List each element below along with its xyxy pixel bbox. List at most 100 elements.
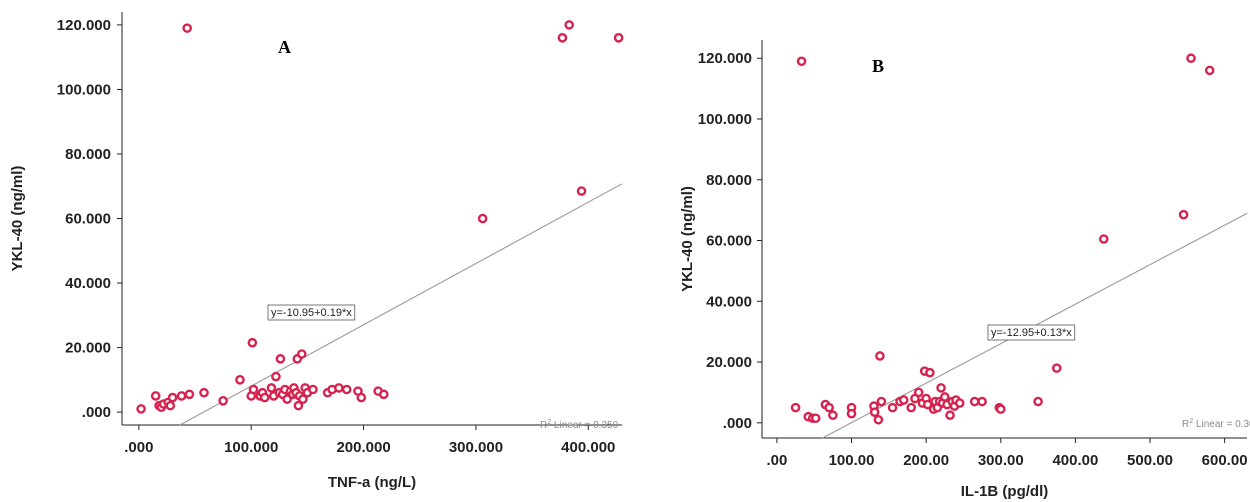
regression-equation: y=-10.95+0.19*x [271, 307, 352, 319]
data-point [875, 351, 885, 361]
data-point [334, 383, 344, 393]
data-point [150, 391, 161, 401]
y-tick-label: 40.000 [706, 293, 752, 310]
data-point [176, 391, 187, 401]
data-point [576, 186, 587, 196]
data-points [790, 53, 1215, 425]
scatter-panel-b: .000 20.000 40.000 60.000 80.000 100.000 120.0… [679, 40, 1250, 500]
data-point [136, 404, 146, 414]
y-axis-label: YKL-40 (ng/ml) [679, 186, 696, 292]
y-tick-label: 20.000 [706, 354, 752, 371]
data-point [936, 383, 946, 393]
y-tick-label: 60.000 [65, 211, 111, 228]
data-point [876, 396, 887, 407]
x-tick-label: 300.00 [978, 452, 1024, 469]
x-tick-label: 400.000 [561, 439, 615, 456]
data-point [378, 389, 389, 400]
data-point [247, 337, 258, 348]
x-tick-label: 300.000 [449, 439, 503, 456]
data-point [477, 213, 488, 224]
y-tick-label: 120.000 [57, 17, 111, 34]
y-tick-label: 100.000 [57, 81, 111, 98]
x-tick-label: 500.00 [1127, 452, 1173, 469]
y-tick-label: 40.000 [65, 275, 111, 292]
x-tick-label: 200.000 [336, 439, 390, 456]
y-tick-label: 100.000 [698, 111, 752, 128]
data-point [887, 402, 898, 413]
data-point [199, 387, 209, 398]
y-tick-label: .000 [723, 415, 752, 432]
x-tick-label: .00 [766, 452, 787, 469]
r2-label: R2 Linear = 0.350 [540, 419, 619, 431]
y-tick-label: 80.000 [65, 146, 111, 163]
data-points [136, 20, 624, 414]
data-point [869, 407, 880, 417]
data-point [557, 33, 568, 43]
panel-label-a: A [278, 37, 291, 57]
data-point [790, 402, 801, 413]
data-point [810, 413, 821, 424]
data-point [1186, 53, 1196, 64]
r2-superscript: 2 [547, 419, 551, 426]
regression-equation-box: y=-12.95+0.13*x [987, 324, 1076, 341]
x-tick-label: .000 [124, 439, 153, 456]
data-point [218, 396, 228, 406]
data-point [167, 392, 178, 403]
x-tick-label: 600.00 [1202, 452, 1248, 469]
data-point [846, 408, 857, 419]
data-point [922, 399, 933, 410]
r2-value: Linear = 0.306 [1193, 419, 1250, 430]
regression-line [179, 183, 623, 426]
r2-prefix: R [1182, 419, 1189, 430]
regression-equation-box: y=-10.95+0.19*x [267, 304, 356, 321]
data-point [266, 383, 277, 393]
data-point [235, 375, 245, 385]
data-point [873, 414, 884, 425]
r2-superscript: 2 [1189, 418, 1193, 425]
data-point [1051, 363, 1062, 373]
scatter-panel-a: .000 20.000 40.000 60.000 80.000 100.000 120.0… [9, 12, 624, 491]
data-point [248, 384, 259, 395]
x-tick-label: 100.00 [829, 452, 875, 469]
data-point [824, 402, 834, 413]
data-point [308, 384, 318, 395]
data-point [898, 395, 909, 405]
data-point [1178, 209, 1189, 220]
y-tick-label: 120.000 [698, 50, 752, 67]
y-tick-label: 60.000 [706, 233, 752, 250]
x-axis-label: TNF-a (ng/L) [328, 474, 416, 491]
data-point [341, 384, 352, 395]
data-point [613, 33, 624, 43]
x-axis-label: IL-1B (pg/dl) [961, 483, 1048, 500]
data-point [259, 392, 270, 403]
data-point [1204, 65, 1215, 76]
data-point [282, 394, 292, 404]
data-point [298, 394, 308, 404]
data-point [275, 354, 286, 364]
r2-label: R2 Linear = 0.306 [1182, 418, 1250, 430]
data-point [184, 389, 195, 400]
data-point [977, 396, 987, 407]
data-point [293, 400, 304, 411]
data-point [271, 371, 281, 382]
data-point [1033, 396, 1043, 407]
data-point [925, 367, 935, 378]
data-point [564, 20, 574, 30]
data-point [913, 387, 924, 398]
x-tick-label: 100.000 [224, 439, 278, 456]
data-point [995, 404, 1006, 414]
data-point [165, 400, 176, 411]
data-point [182, 23, 192, 33]
data-point [1098, 234, 1109, 244]
axis-ticks: .000 20.000 40.000 60.000 80.000 100.000 120.0… [57, 17, 616, 456]
data-point [796, 56, 807, 67]
y-tick-label: 20.000 [65, 340, 111, 357]
y-tick-label: 80.000 [706, 172, 752, 189]
data-point [954, 398, 965, 408]
data-point [969, 396, 980, 407]
y-tick-label: .000 [82, 404, 111, 421]
data-point [356, 392, 367, 403]
data-point [828, 410, 838, 421]
data-point [296, 349, 307, 359]
